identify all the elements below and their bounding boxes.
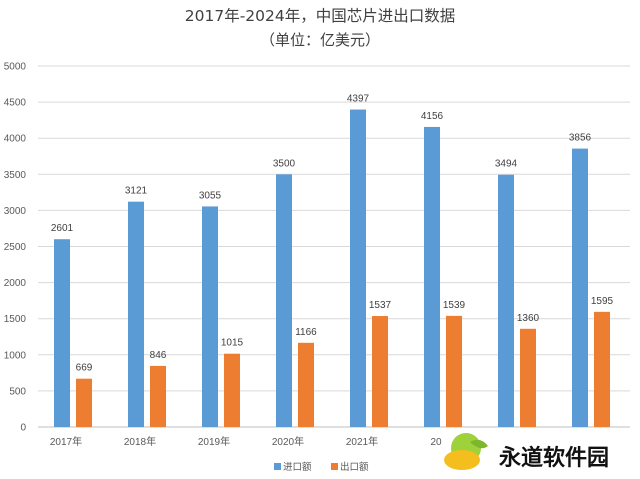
chart-subtitle: （单位：亿美元） <box>260 31 380 49</box>
y-tick-label: 500 <box>9 386 26 397</box>
bar-export <box>298 342 314 427</box>
watermark: 永道软件园 <box>444 433 609 471</box>
data-label: 1539 <box>443 300 466 311</box>
legend-label: 出口额 <box>340 461 369 473</box>
bar-export <box>446 315 462 427</box>
bar-import <box>572 148 588 427</box>
data-label: 3494 <box>495 159 518 170</box>
y-axis: 0 500 1000 1500 2000 2500 3000 3500 4000 4500 5000 <box>4 62 27 434</box>
x-tick-label: 2017年 <box>50 435 82 448</box>
y-tick-label: 4000 <box>4 134 27 145</box>
data-label: 669 <box>76 363 93 374</box>
data-label: 1537 <box>369 300 392 311</box>
legend-swatch <box>274 463 281 470</box>
x-axis: 2017年 2018年 2019年 2020年 2021年 20 <box>50 435 442 448</box>
data-label: 1015 <box>221 338 244 349</box>
data-label: 4397 <box>347 94 370 105</box>
y-tick-label: 1000 <box>4 350 27 361</box>
bar-export <box>520 328 536 427</box>
bar-import <box>202 206 218 427</box>
y-tick-label: 2000 <box>4 278 27 289</box>
data-label: 1360 <box>517 313 540 324</box>
y-tick-label: 4500 <box>4 98 27 109</box>
data-label: 3055 <box>199 190 222 201</box>
y-tick-label: 3000 <box>4 206 27 217</box>
plot-area: 2601 669 3121 846 3055 1015 3500 1166 4397 1537 41… <box>51 94 614 428</box>
bar-import <box>54 239 70 427</box>
bar-import <box>498 174 514 427</box>
data-label: 3500 <box>273 158 296 169</box>
chart-title: 2017年-2024年，中国芯片进出口数据 <box>185 7 456 25</box>
leaf-logo <box>444 433 488 470</box>
data-label: 2601 <box>51 223 74 234</box>
bar-export <box>224 353 240 427</box>
bar-import <box>350 109 366 428</box>
bar-export <box>76 378 92 427</box>
data-label: 1595 <box>591 296 614 307</box>
x-tick-label: 20 <box>430 437 442 448</box>
data-label: 4156 <box>421 111 444 122</box>
legend: 进口额 出口额 <box>274 461 369 473</box>
bar-export <box>372 316 388 427</box>
data-label: 1166 <box>295 327 317 338</box>
x-tick-label: 2018年 <box>124 435 156 448</box>
data-label: 846 <box>150 350 167 361</box>
y-tick-label: 5000 <box>4 62 27 73</box>
legend-swatch <box>331 463 338 470</box>
data-label: 3856 <box>569 133 592 144</box>
bar-export <box>150 365 166 427</box>
y-tick-label: 0 <box>20 423 26 434</box>
bar-import <box>424 126 440 427</box>
x-tick-label: 2020年 <box>272 435 304 448</box>
gridlines <box>38 65 630 428</box>
x-tick-label: 2019年 <box>198 435 230 448</box>
bar-import <box>128 201 144 427</box>
y-tick-label: 2500 <box>4 242 27 253</box>
bar-import <box>276 174 292 427</box>
data-label: 3121 <box>125 186 148 197</box>
bar-export <box>594 311 610 427</box>
y-tick-label: 3500 <box>4 170 27 181</box>
watermark-text: 永道软件园 <box>499 445 609 471</box>
x-tick-label: 2021年 <box>346 435 378 448</box>
y-tick-label: 1500 <box>4 314 27 325</box>
legend-label: 进口额 <box>283 461 312 473</box>
